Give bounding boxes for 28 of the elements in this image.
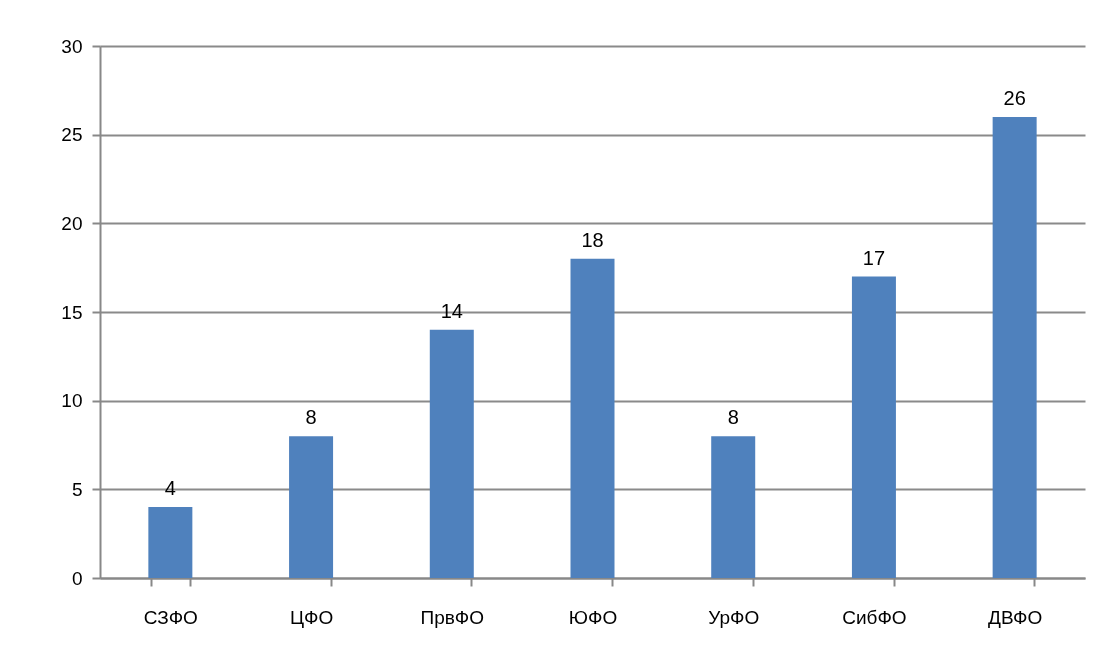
y-tick-label: 5 [71, 478, 83, 500]
bar [429, 329, 474, 578]
y-tick-label: 25 [61, 124, 83, 146]
bar [992, 116, 1037, 578]
bar [570, 258, 615, 578]
x-tick-label: СибФО [842, 606, 907, 628]
y-tick-label: 0 [71, 567, 83, 589]
bar [851, 276, 896, 578]
y-tick-label: 20 [61, 212, 83, 234]
x-tick-label: ДВФО [988, 606, 1043, 628]
y-tick-label: 10 [61, 390, 83, 412]
y-tick-label: 15 [61, 301, 83, 323]
bar [289, 436, 334, 578]
x-tick-label: ЦФО [289, 606, 334, 628]
data-label: 8 [305, 406, 317, 429]
x-tick-label: УрФО [708, 606, 760, 628]
data-label: 17 [862, 246, 886, 269]
y-tick-label: 30 [61, 35, 83, 57]
bar [148, 507, 193, 578]
data-label: 4 [164, 477, 176, 500]
x-tick-label: ПрвФО [420, 606, 485, 628]
data-label: 8 [727, 406, 739, 429]
data-label: 18 [581, 228, 604, 251]
bar [711, 436, 756, 578]
x-tick-label: СЗФО [143, 606, 198, 628]
data-label: 26 [1003, 86, 1026, 109]
x-tick-label: ЮФО [568, 606, 618, 628]
data-label: 14 [440, 299, 463, 322]
